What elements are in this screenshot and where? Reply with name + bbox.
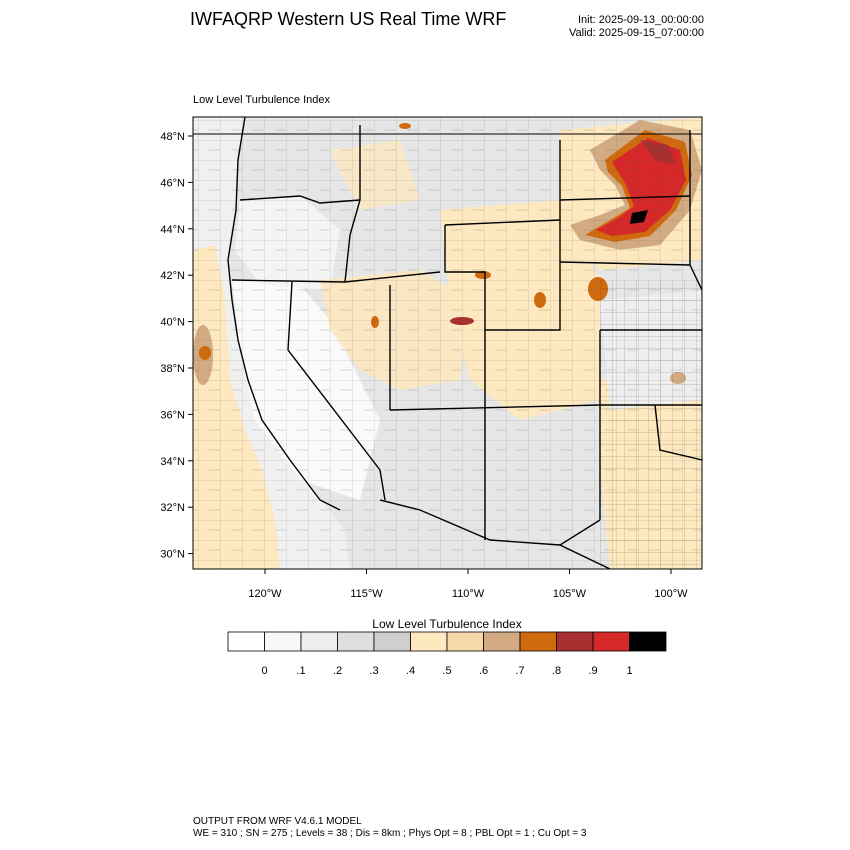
- map-frame: [192, 116, 703, 570]
- border-wy-co: [444, 219, 561, 410]
- map-field: [193, 117, 702, 569]
- colorbar-label: .4: [406, 665, 415, 677]
- colorbar-swatch: [629, 631, 667, 652]
- colorbar-swatch: [227, 631, 265, 652]
- lon-tick-label: 110°W: [452, 588, 485, 600]
- colorbar-label: 0: [261, 665, 267, 677]
- colorbar-swatch: [592, 631, 630, 652]
- lon-axis: 120°W 115°W 110°W 105°W 100°W: [248, 569, 688, 600]
- colorbar-swatch: [446, 631, 484, 652]
- border-or-id: [344, 199, 361, 283]
- lat-tick-label: 34°N: [160, 456, 185, 468]
- lat-tick-label: 48°N: [160, 131, 185, 143]
- lat-axis: 48°N 46°N 44°N 42°N 40°N 38°N 36°N 34°N 32°N 30°N: [160, 131, 193, 561]
- colorbar-label: .7: [515, 665, 524, 677]
- border-ut-wy: [444, 225, 486, 330]
- border-37n: [389, 404, 601, 411]
- colorbar-label: .6: [479, 665, 488, 677]
- lon-tick-label: 100°W: [654, 588, 688, 600]
- colorbar-swatch: [519, 631, 557, 652]
- lat-tick-label: 46°N: [160, 177, 185, 189]
- border-tx: [558, 519, 611, 569]
- lat-tick-label: 40°N: [160, 317, 185, 329]
- border-mn: [689, 130, 702, 291]
- lon-tick-label: 120°W: [248, 588, 282, 600]
- lat-tick-label: 44°N: [160, 224, 185, 236]
- border-wa-or: [239, 195, 361, 204]
- model-info-line1: OUTPUT FROM WRF V4.6.1 MODEL: [193, 816, 362, 827]
- border-ok-tx: [654, 404, 702, 461]
- lon-tick-label: 115°W: [350, 588, 383, 600]
- colorbar-swatch: [556, 631, 594, 652]
- border-mexico: [379, 499, 561, 546]
- state-borders: [193, 117, 702, 569]
- colorbar-label: .1: [296, 665, 305, 677]
- county-lines-east: [600, 280, 702, 569]
- lat-tick-label: 30°N: [160, 549, 185, 561]
- colorbar: 0 .1 .2 .3 .4 .5 .6 .7 .8 .9 1: [227, 631, 667, 677]
- colorbar-swatch: [264, 631, 302, 652]
- colorbar-swatch: [483, 631, 521, 652]
- colorbar-swatch: [373, 631, 411, 652]
- colorbar-label: .9: [588, 665, 597, 677]
- colorbar-swatch: [410, 631, 448, 652]
- lat-tick-label: 38°N: [160, 363, 185, 375]
- init-time: Init: 2025-09-13_00:00:00: [578, 14, 704, 26]
- colorbar-label: .8: [552, 665, 561, 677]
- border-sd-ne: [559, 261, 691, 266]
- lat-tick-label: 36°N: [160, 409, 185, 421]
- border-ca-nv: [287, 281, 386, 501]
- lat-tick-label: 42°N: [160, 270, 185, 282]
- colorbar-label: .3: [369, 665, 378, 677]
- colorbar-swatch: [337, 631, 375, 652]
- run-times: Init: 2025-09-13_00:00:00 Valid: 2025-09…: [520, 14, 704, 40]
- model-info: OUTPUT FROM WRF V4.6.1 MODEL WE = 310 ; …: [193, 816, 586, 840]
- colorbar-label: .5: [442, 665, 451, 677]
- lon-tick-label: 105°W: [553, 588, 587, 600]
- colorbar-swatch: [300, 631, 338, 652]
- coastline: [227, 117, 341, 511]
- lat-tick-label: 32°N: [160, 502, 185, 514]
- colorbar-title: Low Level Turbulence Index: [372, 617, 522, 631]
- colorbar-label: .2: [333, 665, 342, 677]
- model-info-line2: WE = 310 ; SN = 275 ; Levels = 38 ; Dis …: [193, 828, 587, 839]
- map-subtitle: Low Level Turbulence Index: [193, 94, 330, 106]
- colorbar-label: 1: [626, 665, 632, 677]
- valid-time: Valid: 2025-09-15_07:00:00: [569, 27, 704, 39]
- border-nd-sd: [559, 195, 691, 201]
- plot-title: IWFAQRP Western US Real Time WRF: [190, 9, 507, 29]
